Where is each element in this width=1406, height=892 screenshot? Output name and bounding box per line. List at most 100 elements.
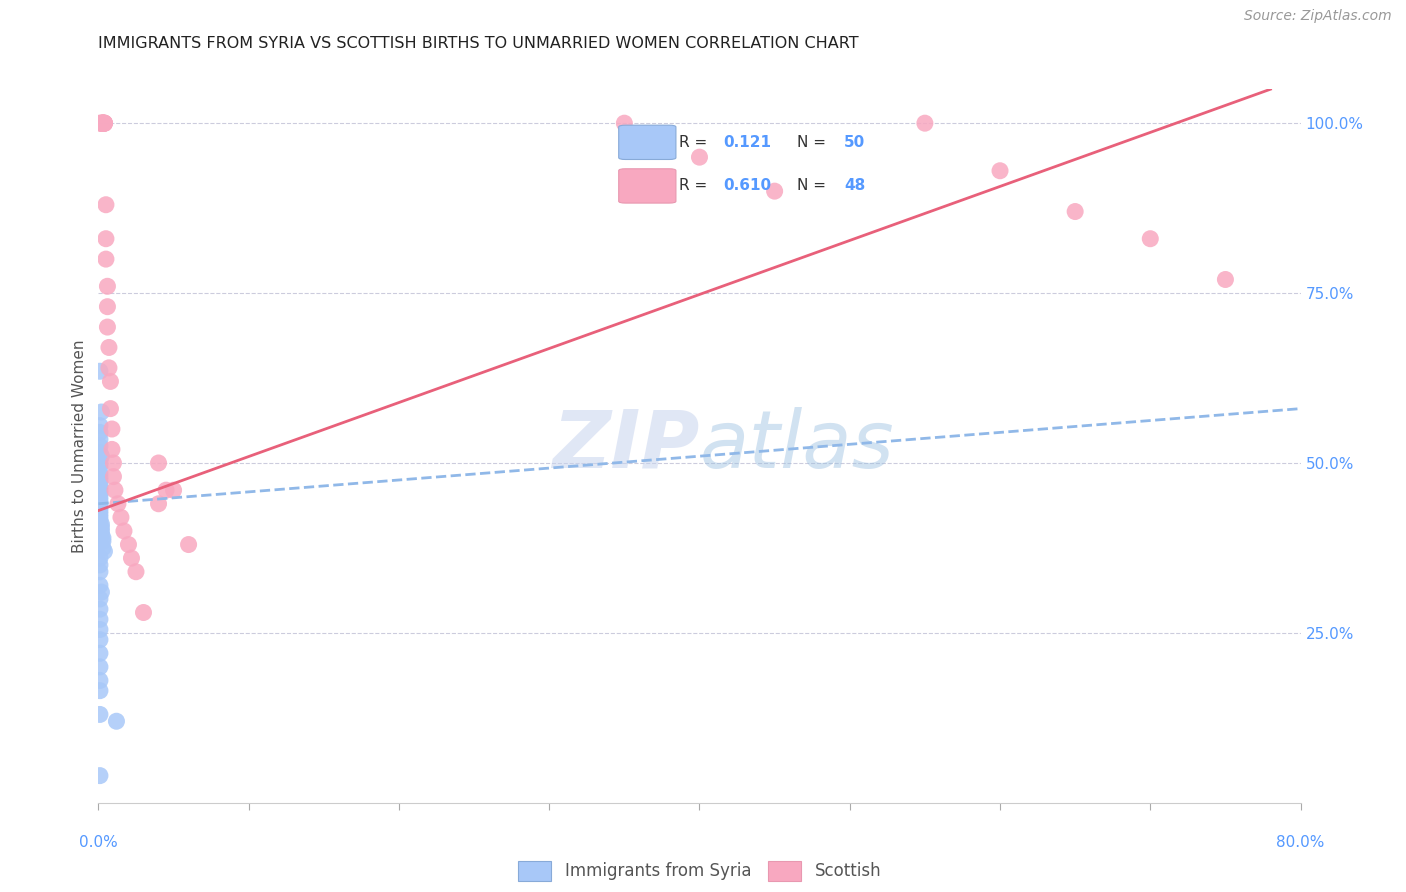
Point [89,439,111,453]
Point [89,707,111,722]
Point [89,769,111,783]
Text: R =: R = [679,178,713,194]
Point [89,459,111,474]
Point [93,116,115,130]
Text: IMMIGRANTS FROM SYRIA VS SCOTTISH BIRTHS TO UNMARRIED WOMEN CORRELATION CHART: IMMIGRANTS FROM SYRIA VS SCOTTISH BIRTHS… [98,36,859,51]
Point [96,300,118,314]
Point [89,623,111,637]
Point [91,116,114,130]
Legend: Immigrants from Syria, Scottish: Immigrants from Syria, Scottish [512,855,887,888]
Y-axis label: Births to Unmarried Women: Births to Unmarried Women [72,339,87,553]
Point [155,483,177,498]
Point [89,480,111,494]
Point [89,612,111,626]
Point [121,551,143,566]
Point [89,673,111,688]
Point [91,116,114,130]
Point [103,456,125,470]
Point [90,520,112,534]
Point [89,476,111,491]
Point [988,163,1011,178]
Point [914,116,936,130]
Text: 0.0%: 0.0% [79,836,118,850]
Point [90,524,112,538]
Point [89,602,111,616]
Point [89,483,111,498]
Point [162,483,184,498]
FancyBboxPatch shape [619,169,676,203]
Point [148,497,170,511]
Point [91,116,114,130]
Point [148,456,170,470]
Point [94,252,117,266]
Point [177,537,200,551]
Point [107,497,129,511]
Point [89,510,111,524]
Point [89,646,111,660]
Point [89,418,111,433]
Point [89,565,111,579]
FancyBboxPatch shape [619,125,676,160]
Point [112,524,135,538]
Point [91,116,114,130]
Point [1064,204,1087,219]
Point [103,469,125,483]
Point [763,184,786,198]
Point [94,198,117,212]
Point [89,469,111,483]
Point [689,150,711,164]
Point [96,279,118,293]
Point [91,116,114,130]
Point [104,483,127,498]
Point [132,606,155,620]
Point [91,534,114,549]
Point [89,500,111,515]
Point [89,493,111,508]
Point [89,660,111,674]
Point [96,320,118,334]
Point [89,473,111,487]
Point [90,527,112,541]
Point [97,341,120,355]
Point [1139,232,1161,246]
Text: ZIP: ZIP [553,407,700,485]
Point [94,232,117,246]
Point [89,364,111,378]
Point [90,517,112,532]
Point [105,714,128,729]
Text: 80.0%: 80.0% [1277,836,1324,850]
Text: 48: 48 [844,178,866,194]
Point [93,544,115,558]
Point [91,541,114,555]
Point [613,116,636,130]
Point [89,432,111,446]
Point [101,442,124,457]
Point [110,510,132,524]
Point [89,486,111,500]
Point [90,116,112,130]
Point [90,585,112,599]
Point [89,507,111,521]
Point [90,116,112,130]
Point [89,632,111,647]
Point [89,466,111,480]
Point [91,116,114,130]
Text: 0.121: 0.121 [723,135,770,150]
Point [89,116,111,130]
Text: 0.610: 0.610 [723,178,770,194]
Point [89,683,111,698]
Point [93,116,115,130]
Point [97,360,120,375]
Point [89,446,111,460]
Text: R =: R = [679,135,713,150]
Point [89,578,111,592]
Text: N =: N = [797,178,831,194]
Point [89,497,111,511]
Point [89,551,111,566]
Text: N =: N = [797,135,831,150]
Point [93,116,115,130]
Point [117,537,139,551]
Point [89,503,111,517]
Point [90,405,112,419]
Point [1215,272,1237,286]
